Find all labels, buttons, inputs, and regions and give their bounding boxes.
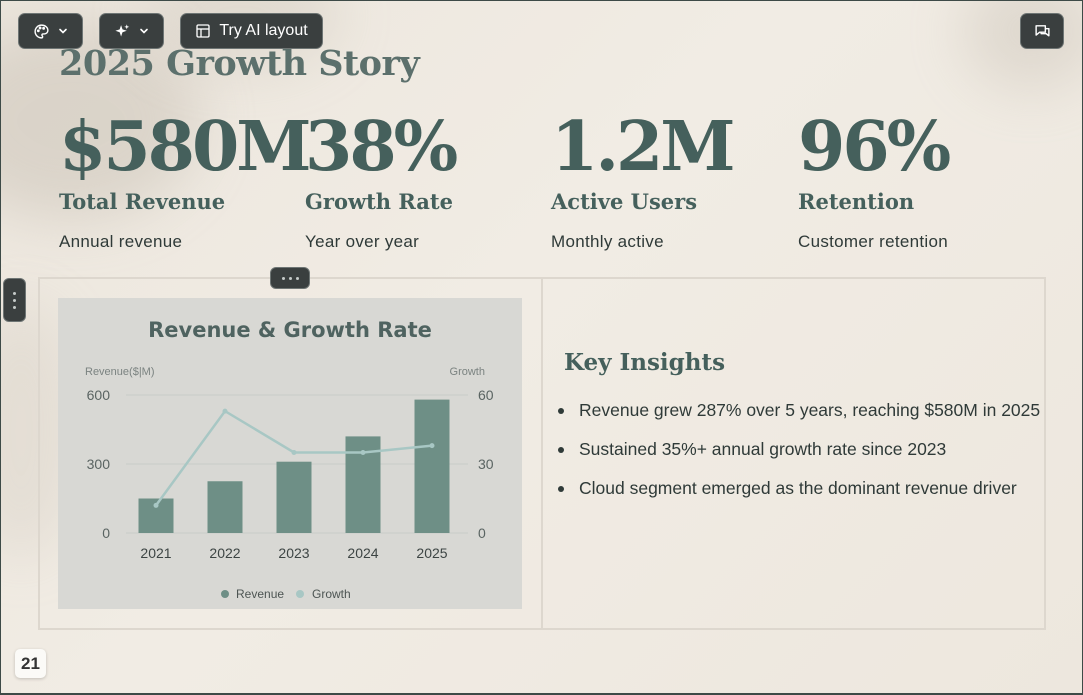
insight-item: Cloud segment emerged as the dominant re… (558, 475, 1054, 501)
palette-icon (34, 23, 49, 39)
handle-dot (13, 298, 16, 302)
comments-button[interactable] (1020, 13, 1064, 49)
try-ai-layout-button[interactable]: Try AI layout (180, 13, 323, 49)
handle-dot (295, 276, 299, 280)
point-growth (429, 443, 435, 449)
bar-revenue (207, 481, 243, 533)
insight-item: Revenue grew 287% over 5 years, reaching… (558, 397, 1054, 423)
chart-title: Revenue & Growth Rate (148, 318, 432, 342)
stat-subtitle: Monthly active (551, 232, 664, 251)
handle-dot (13, 291, 16, 295)
ai-magic-button[interactable] (99, 13, 164, 49)
x-tick-label: 2023 (278, 545, 309, 561)
x-tick-label: 2025 (416, 545, 447, 561)
x-tick-label: 2021 (140, 545, 171, 561)
chart-container[interactable]: Revenue & Growth Rate Revenue($|M) Growth… (58, 298, 522, 609)
stat-block-retention[interactable]: 96% Retention Customer retention (798, 107, 951, 252)
stat-block-revenue[interactable]: $580M Total Revenue Annual revenue (59, 107, 312, 252)
y-axis-left-label: Revenue($|M) (85, 366, 155, 378)
chat-icon (1034, 24, 1050, 36)
insights-title[interactable]: Key Insights (564, 349, 726, 376)
sparkle-icon (115, 23, 130, 36)
y-tick-right: 60 (478, 387, 494, 403)
stat-block-users[interactable]: 1.2M Active Users Monthly active (551, 107, 736, 252)
handle-dot (288, 276, 292, 280)
stat-block-growth[interactable]: 38% Growth Rate Year over year (305, 107, 458, 252)
y-tick-right: 30 (478, 456, 494, 472)
y-axis-right-label: Growth (450, 366, 485, 378)
stat-label: Active Users (551, 189, 698, 214)
stat-value: $580M (59, 107, 312, 187)
x-tick-label: 2022 (209, 545, 240, 561)
y-tick-left: 600 (87, 387, 111, 403)
stat-label: Retention (798, 189, 915, 214)
bar-revenue (276, 461, 312, 533)
page-number: 21 (15, 649, 46, 678)
stat-label: Total Revenue (59, 189, 226, 214)
y-tick-right: 0 (478, 525, 486, 541)
page-title[interactable]: 2025 Growth Story (59, 43, 420, 84)
stat-subtitle: Annual revenue (59, 232, 183, 251)
point-growth (222, 408, 228, 414)
handle-dot (281, 276, 285, 280)
y-tick-left: 0 (102, 525, 110, 541)
layout-icon (196, 24, 210, 38)
insights-list[interactable]: Revenue grew 287% over 5 years, reaching… (556, 397, 1054, 514)
stat-value: 38% (305, 107, 458, 187)
y-tick-left: 300 (87, 456, 111, 472)
point-growth (153, 502, 159, 508)
legend-label-revenue: Revenue (236, 587, 284, 601)
revenue-growth-chart: Revenue($|M) Growth 0 0 300 30 600 60 2021 2022 20… (85, 366, 494, 601)
bar-revenue (414, 399, 450, 533)
chevron-down-icon (140, 28, 148, 34)
handle-dot (13, 305, 16, 309)
point-growth (291, 450, 297, 455)
theme-button[interactable] (18, 13, 83, 49)
legend-label-growth: Growth (312, 587, 351, 601)
background-shadow (1, 21, 201, 221)
x-tick-label: 2024 (347, 545, 378, 561)
insight-item: Sustained 35%+ annual growth rate since … (558, 436, 1054, 462)
stat-value: 96% (798, 107, 951, 187)
stat-subtitle: Customer retention (798, 232, 948, 251)
drag-handle-horizontal[interactable] (270, 267, 310, 289)
try-ai-layout-label: Try AI layout (219, 22, 308, 39)
legend-marker-revenue (221, 590, 229, 598)
legend-marker-growth (296, 590, 304, 598)
chevron-down-icon (59, 28, 67, 34)
drag-handle-vertical[interactable] (3, 278, 26, 322)
stat-value: 1.2M (551, 107, 736, 187)
stat-subtitle: Year over year (305, 232, 420, 251)
stat-label: Growth Rate (305, 189, 453, 214)
point-growth (360, 450, 366, 455)
panel-divider (541, 278, 543, 629)
